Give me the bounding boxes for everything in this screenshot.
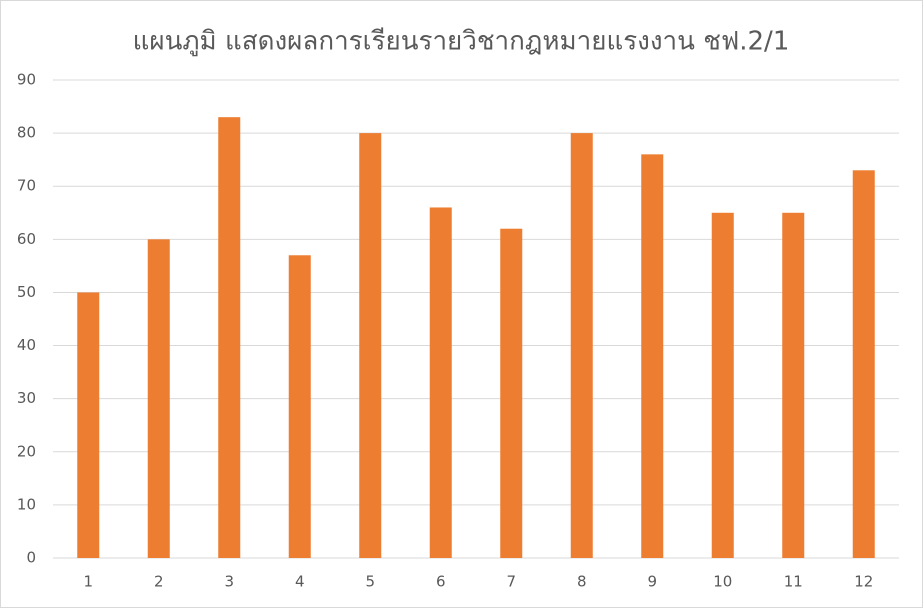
bar — [218, 117, 241, 558]
y-tick-label: 0 — [26, 549, 36, 567]
y-tick-label: 80 — [17, 124, 36, 142]
bar — [711, 212, 734, 558]
bar — [359, 133, 382, 558]
bar — [852, 170, 875, 559]
bar — [641, 154, 664, 558]
x-tick-label: 1 — [83, 573, 93, 591]
bar — [782, 212, 805, 558]
y-tick-label: 30 — [17, 389, 36, 407]
y-tick-label: 50 — [17, 283, 36, 301]
y-tick-label: 20 — [17, 442, 36, 460]
x-tick-label: 4 — [295, 573, 305, 591]
bar — [147, 239, 170, 559]
bar — [77, 292, 100, 558]
y-tick-label: 60 — [17, 230, 36, 248]
x-tick-label: 9 — [647, 573, 657, 591]
bar — [500, 228, 523, 558]
y-tick-label: 90 — [17, 71, 36, 89]
chart-title: แผนภูมิ แสดงผลการเรียนรายวิชากฎหมายแรงงา… — [133, 27, 790, 57]
x-tick-label: 5 — [365, 573, 375, 591]
x-tick-label: 3 — [224, 573, 234, 591]
bar — [288, 255, 311, 558]
x-tick-label: 11 — [784, 573, 803, 591]
x-tick-label: 2 — [154, 573, 164, 591]
bar — [429, 207, 452, 558]
x-tick-label: 7 — [506, 573, 516, 591]
y-tick-label: 10 — [17, 495, 36, 513]
x-tick-label: 10 — [713, 573, 732, 591]
x-tick-label: 8 — [577, 573, 587, 591]
x-tick-label: 12 — [854, 573, 873, 591]
x-tick-label: 6 — [436, 573, 446, 591]
y-tick-label: 40 — [17, 336, 36, 354]
y-tick-label: 70 — [17, 177, 36, 195]
bar — [570, 133, 593, 558]
